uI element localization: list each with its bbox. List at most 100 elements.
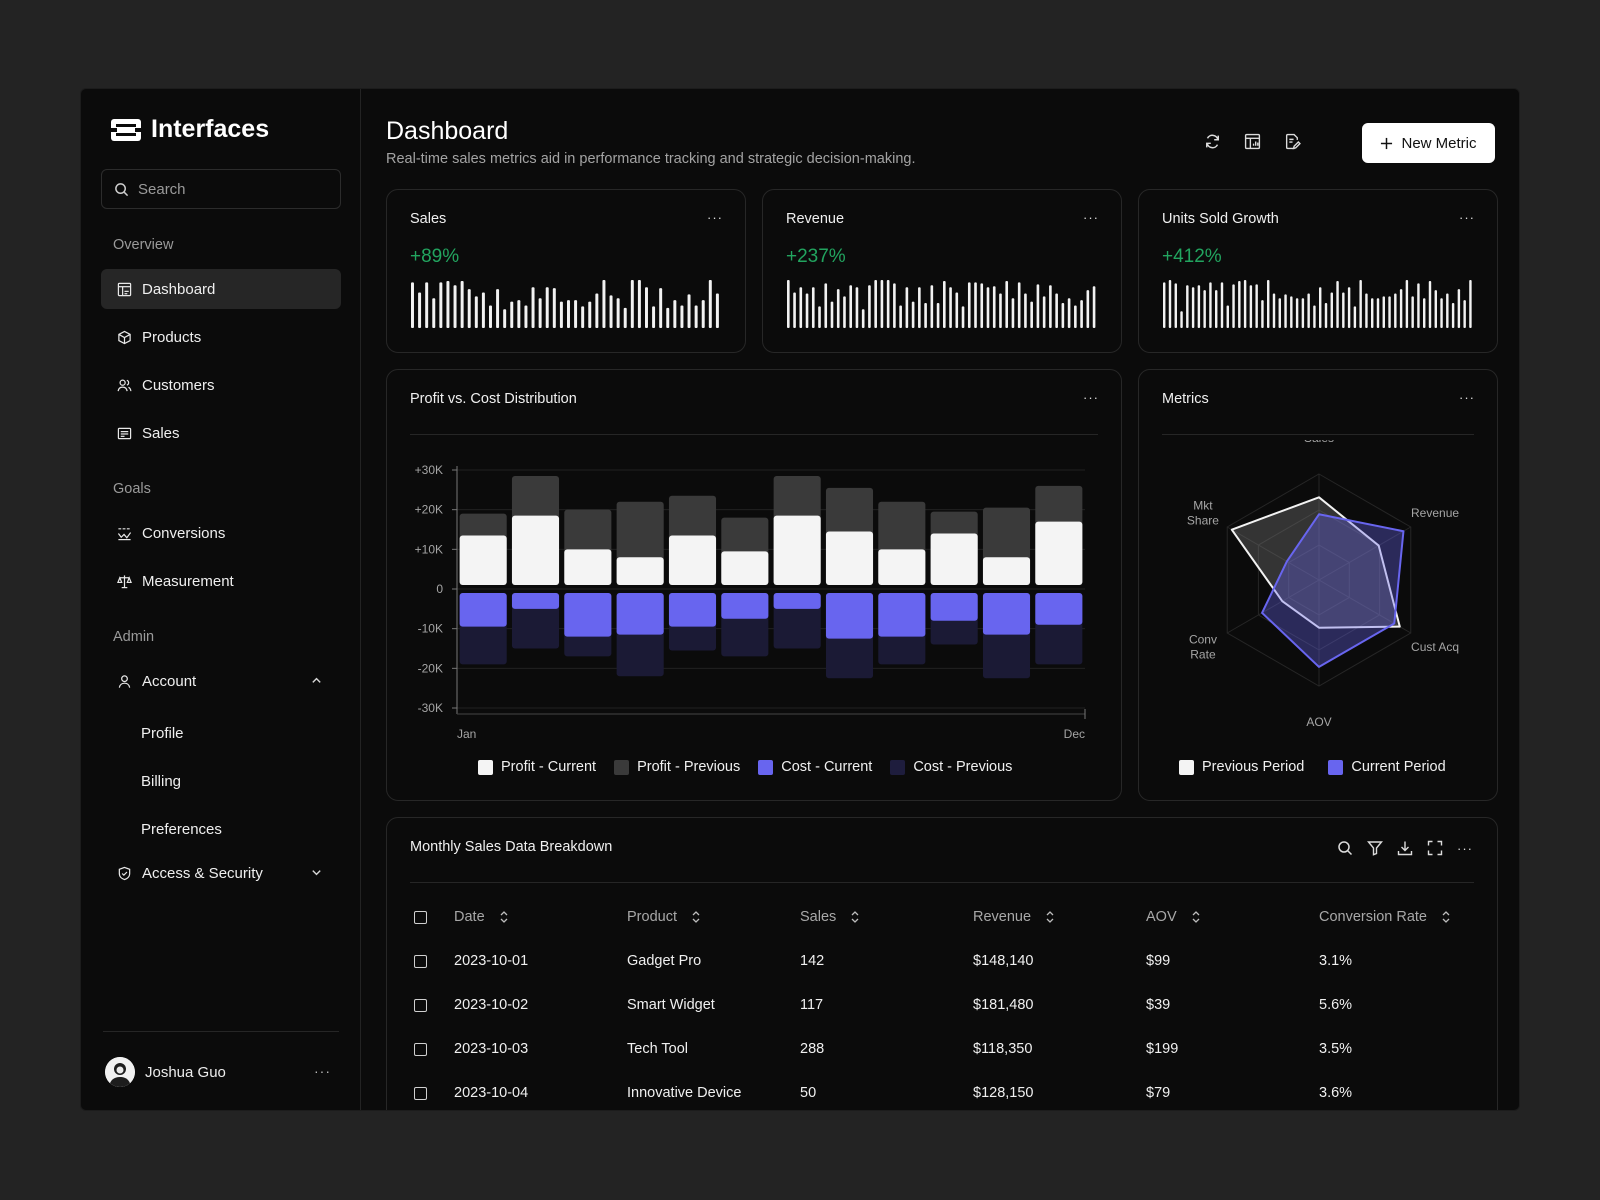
sidebar-item-account[interactable]: Account [101, 661, 341, 701]
sidebar-item-access-security[interactable]: Access & Security [101, 853, 341, 893]
sidebar-item-label: Account [142, 672, 197, 690]
card-more-button[interactable]: ··· [1459, 390, 1475, 405]
sidebar-subitem-billing[interactable]: Billing [141, 773, 182, 790]
sparkline-bar [460, 280, 464, 328]
sidebar-item-dashboard[interactable]: Dashboard [101, 269, 341, 309]
sparkline-bar [1255, 284, 1258, 328]
column-header-date[interactable]: Date [454, 909, 509, 925]
sparkline-bar [1030, 301, 1033, 328]
column-header-product[interactable]: Product [627, 909, 701, 925]
legend-label: Cost - Previous [913, 759, 1013, 775]
sidebar-item-customers[interactable]: Customers [101, 365, 341, 405]
x-tick-label: Jan [457, 727, 476, 741]
row-checkbox[interactable] [414, 999, 427, 1012]
radar-axis-label: Rate [1190, 648, 1216, 662]
search-input[interactable]: Search [101, 169, 341, 209]
sort-icon[interactable] [499, 910, 509, 924]
sidebar-divider [103, 1031, 339, 1032]
sparkline-bar [911, 301, 915, 328]
sort-icon[interactable] [1441, 910, 1451, 924]
edit-doc-icon[interactable] [1280, 129, 1304, 153]
legend-item[interactable]: Profit - Current [478, 759, 596, 775]
sparkline-bar [1203, 290, 1206, 328]
row-checkbox[interactable] [414, 955, 427, 968]
radar-axis-label: Mkt [1193, 499, 1213, 513]
sparkline-bar [1342, 292, 1345, 328]
chevron-down-icon[interactable] [310, 866, 323, 879]
sparkline-bar [936, 303, 940, 328]
sparkline-bar [1336, 280, 1339, 328]
more-icon[interactable]: ··· [1457, 840, 1473, 856]
sidebar-subitem-profile[interactable]: Profile [141, 725, 184, 742]
cell-aov: $79 [1146, 1085, 1171, 1101]
cell-sales: 117 [800, 997, 824, 1013]
x-tick-label: Dec [1064, 727, 1085, 741]
sidebar-item-measurement[interactable]: Measurement [101, 561, 341, 601]
cell-product: Smart Widget [627, 997, 715, 1013]
sidebar-subitem-preferences[interactable]: Preferences [141, 821, 222, 838]
column-header-label: Product [627, 909, 677, 925]
sidebar-item-products[interactable]: Products [101, 317, 341, 357]
card-more-button[interactable]: ··· [707, 210, 723, 225]
sparkline-bar [673, 300, 677, 328]
sidebar-item-label: Measurement [142, 572, 234, 590]
user-more-button[interactable]: ··· [314, 1063, 331, 1079]
cell-conversion-rate: 3.1% [1319, 953, 1353, 969]
card-more-button[interactable]: ··· [1083, 210, 1099, 225]
sort-icon[interactable] [691, 910, 701, 924]
sparkline-bar [899, 305, 902, 328]
sparkline-bar [1446, 293, 1449, 328]
sidebar-item-conversions[interactable]: Conversions [101, 513, 341, 553]
sparkline-bar [439, 282, 443, 328]
card-more-button[interactable]: ··· [1459, 210, 1475, 225]
sparkline-bar [1197, 285, 1201, 328]
report-icon[interactable] [1240, 129, 1264, 153]
search-icon[interactable] [1337, 840, 1353, 856]
column-header-sales[interactable]: Sales [800, 909, 860, 925]
sparkline-bar [1226, 305, 1229, 328]
expand-icon[interactable] [1427, 840, 1443, 856]
sparkline-bar [1042, 296, 1046, 328]
cell-revenue: $118,350 [973, 1041, 1033, 1057]
filter-icon[interactable] [1367, 840, 1383, 856]
sparkline-bar [1024, 293, 1027, 328]
sidebar-item-sales[interactable]: Sales [101, 413, 341, 453]
legend-item[interactable]: Current Period [1328, 759, 1446, 775]
sparkline-bar [623, 307, 627, 328]
sparkline-bar [961, 306, 965, 328]
select-all-checkbox[interactable] [414, 911, 427, 924]
sparkline-bar [905, 287, 909, 328]
new-metric-button[interactable]: New Metric [1362, 123, 1495, 163]
legend-swatch [758, 759, 774, 775]
sparkline-bar [843, 296, 846, 328]
sort-icon[interactable] [1191, 910, 1201, 924]
row-checkbox[interactable] [414, 1087, 427, 1100]
sparkline-bar [974, 282, 977, 328]
column-header-aov[interactable]: AOV [1146, 909, 1201, 925]
sort-icon[interactable] [850, 910, 860, 924]
column-header-conversion-rate[interactable]: Conversion Rate [1319, 909, 1451, 925]
sparkline-bar [1074, 305, 1077, 328]
bar-cost-current [564, 593, 612, 637]
card-more-button[interactable]: ··· [1083, 390, 1099, 405]
sort-icon[interactable] [1045, 910, 1055, 924]
chevron-up-icon[interactable] [310, 674, 323, 687]
brand[interactable]: Interfaces [111, 115, 269, 144]
legend-item[interactable]: Previous Period [1179, 759, 1304, 775]
legend-item[interactable]: Cost - Previous [890, 759, 1012, 775]
kpi-change: +237% [786, 246, 846, 267]
column-header-revenue[interactable]: Revenue [973, 909, 1055, 925]
kpi-title: Sales [410, 211, 447, 227]
refresh-icon[interactable] [1200, 129, 1224, 153]
legend-label: Profit - Current [501, 759, 597, 775]
sparkline-bar [425, 282, 429, 328]
download-icon[interactable] [1397, 840, 1413, 856]
sparkline-bar [524, 305, 528, 328]
sidebar-item-label: Products [142, 328, 202, 346]
legend-item[interactable]: Profit - Previous [614, 759, 740, 775]
sparkline-bar [1440, 298, 1443, 328]
row-checkbox[interactable] [414, 1043, 427, 1056]
sparkline-bar [559, 301, 563, 328]
user-profile[interactable]: Joshua Guo ··· [105, 1057, 335, 1087]
legend-item[interactable]: Cost - Current [758, 759, 872, 775]
